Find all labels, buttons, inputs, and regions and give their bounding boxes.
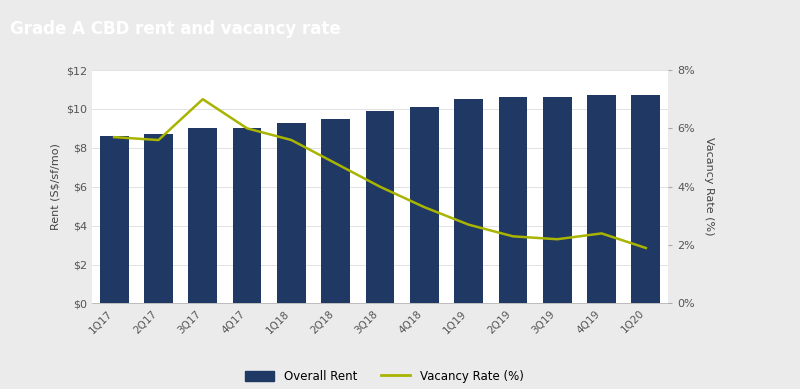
Bar [100,136,129,303]
Bar [587,95,616,303]
Bar [277,123,306,303]
Legend: Overall Rent, Vacancy Rate (%): Overall Rent, Vacancy Rate (%) [245,370,523,383]
Bar [631,95,660,303]
Text: Grade A CBD rent and vacancy rate: Grade A CBD rent and vacancy rate [10,20,341,39]
Bar [498,97,527,303]
Y-axis label: Rent (S$/sf/mo): Rent (S$/sf/mo) [50,143,61,230]
Bar [366,111,394,303]
Bar [322,119,350,303]
Y-axis label: Vacancy Rate (%): Vacancy Rate (%) [704,137,714,236]
Bar [454,99,483,303]
Bar [543,97,572,303]
Bar [410,107,438,303]
Bar [144,134,173,303]
Bar [188,128,217,303]
Bar [233,128,262,303]
